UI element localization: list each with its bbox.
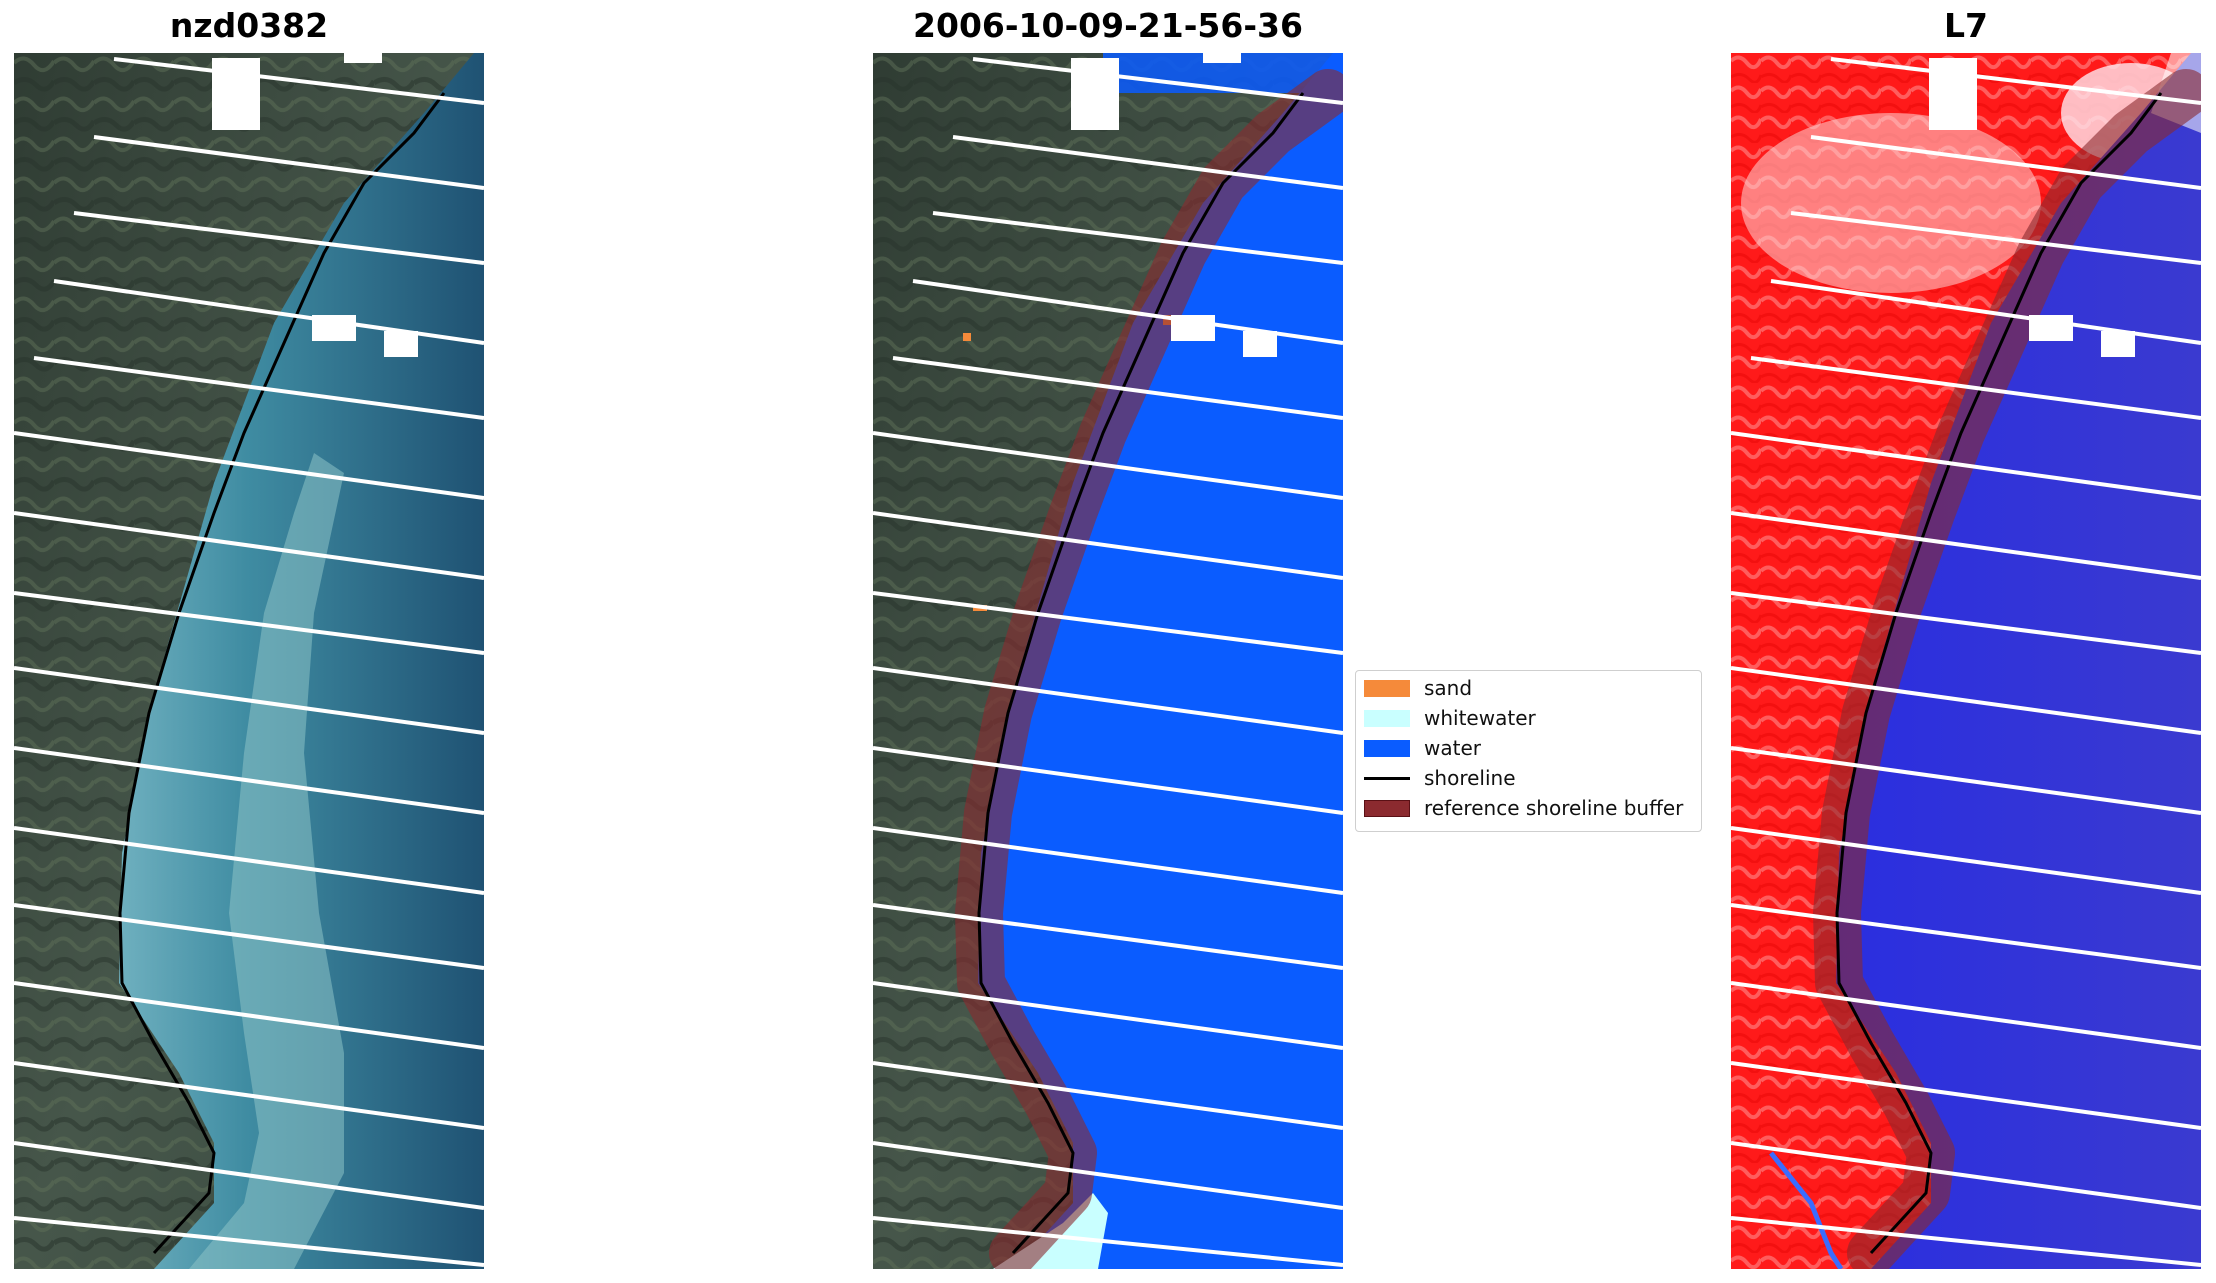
legend-label: sand (1424, 676, 1473, 700)
legend-item-water: water (1356, 734, 1701, 762)
rgb-image-panel (14, 53, 484, 1269)
legend-item-shoreline: shoreline (1356, 764, 1701, 792)
legend-label: water (1424, 736, 1481, 760)
panel-title-right: L7 (1944, 6, 1988, 45)
index-image-panel (1731, 53, 2201, 1269)
legend: sand whitewater water shoreline referenc… (1355, 670, 1702, 832)
legend-item-sand: sand (1356, 674, 1701, 702)
legend-label: shoreline (1424, 766, 1516, 790)
shoreline-line-icon (1364, 777, 1410, 780)
whitewater-swatch (1364, 710, 1410, 727)
legend-item-whitewater: whitewater (1356, 704, 1701, 732)
sand-swatch (1364, 680, 1410, 697)
legend-label: whitewater (1424, 706, 1536, 730)
classification-panel (873, 53, 1343, 1269)
panel-title-left: nzd0382 (169, 6, 329, 45)
legend-item-buffer: reference shoreline buffer (1356, 794, 1701, 822)
water-swatch (1364, 740, 1410, 757)
panel-title-middle: 2006-10-09-21-56-36 (913, 6, 1303, 45)
legend-label: reference shoreline buffer (1424, 796, 1684, 820)
buffer-swatch (1364, 800, 1410, 817)
